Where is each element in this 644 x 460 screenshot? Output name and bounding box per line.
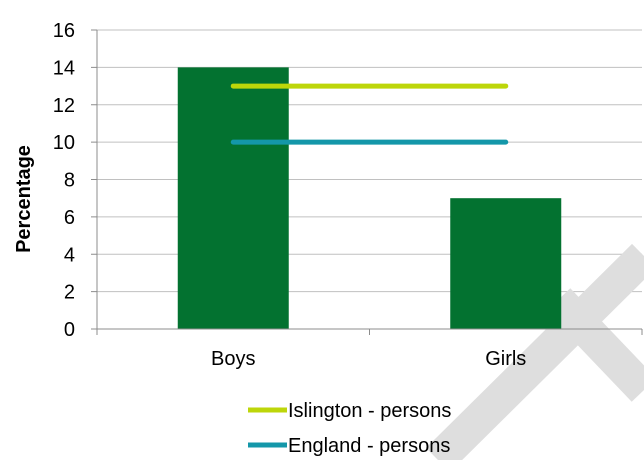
- watermark-stroke: [545, 288, 644, 402]
- legend: Islington - persons England - persons: [248, 400, 451, 457]
- bar-girls: [450, 198, 562, 329]
- x-tick-labels: Boys Girls: [211, 348, 526, 370]
- bar-boys: [177, 67, 289, 329]
- watermark-stroke: [426, 243, 644, 460]
- watermark-cross-icon: [426, 243, 644, 460]
- bars: [177, 67, 562, 329]
- y-tick-label: 2: [64, 282, 75, 304]
- x-tick-label: Girls: [485, 348, 526, 370]
- y-tick-label: 6: [64, 207, 75, 229]
- y-tick-label: 4: [64, 244, 75, 266]
- y-axis-title: Percentage: [13, 145, 35, 253]
- y-tick-label: 14: [53, 57, 75, 79]
- y-tick-label: 0: [64, 319, 75, 341]
- y-tick-label: 8: [64, 170, 75, 192]
- y-tick-label: 10: [53, 132, 75, 154]
- legend-label: Islington - persons: [288, 400, 451, 422]
- y-tick-label: 16: [53, 20, 75, 42]
- legend-label: England - persons: [288, 435, 450, 457]
- axes: [96, 30, 643, 335]
- reference-lines: [230, 83, 509, 145]
- x-tick-label: Boys: [211, 348, 255, 370]
- y-tick-labels: 0 2 4 6 8 10 12 14 16: [53, 20, 75, 341]
- y-tick-label: 12: [53, 95, 75, 117]
